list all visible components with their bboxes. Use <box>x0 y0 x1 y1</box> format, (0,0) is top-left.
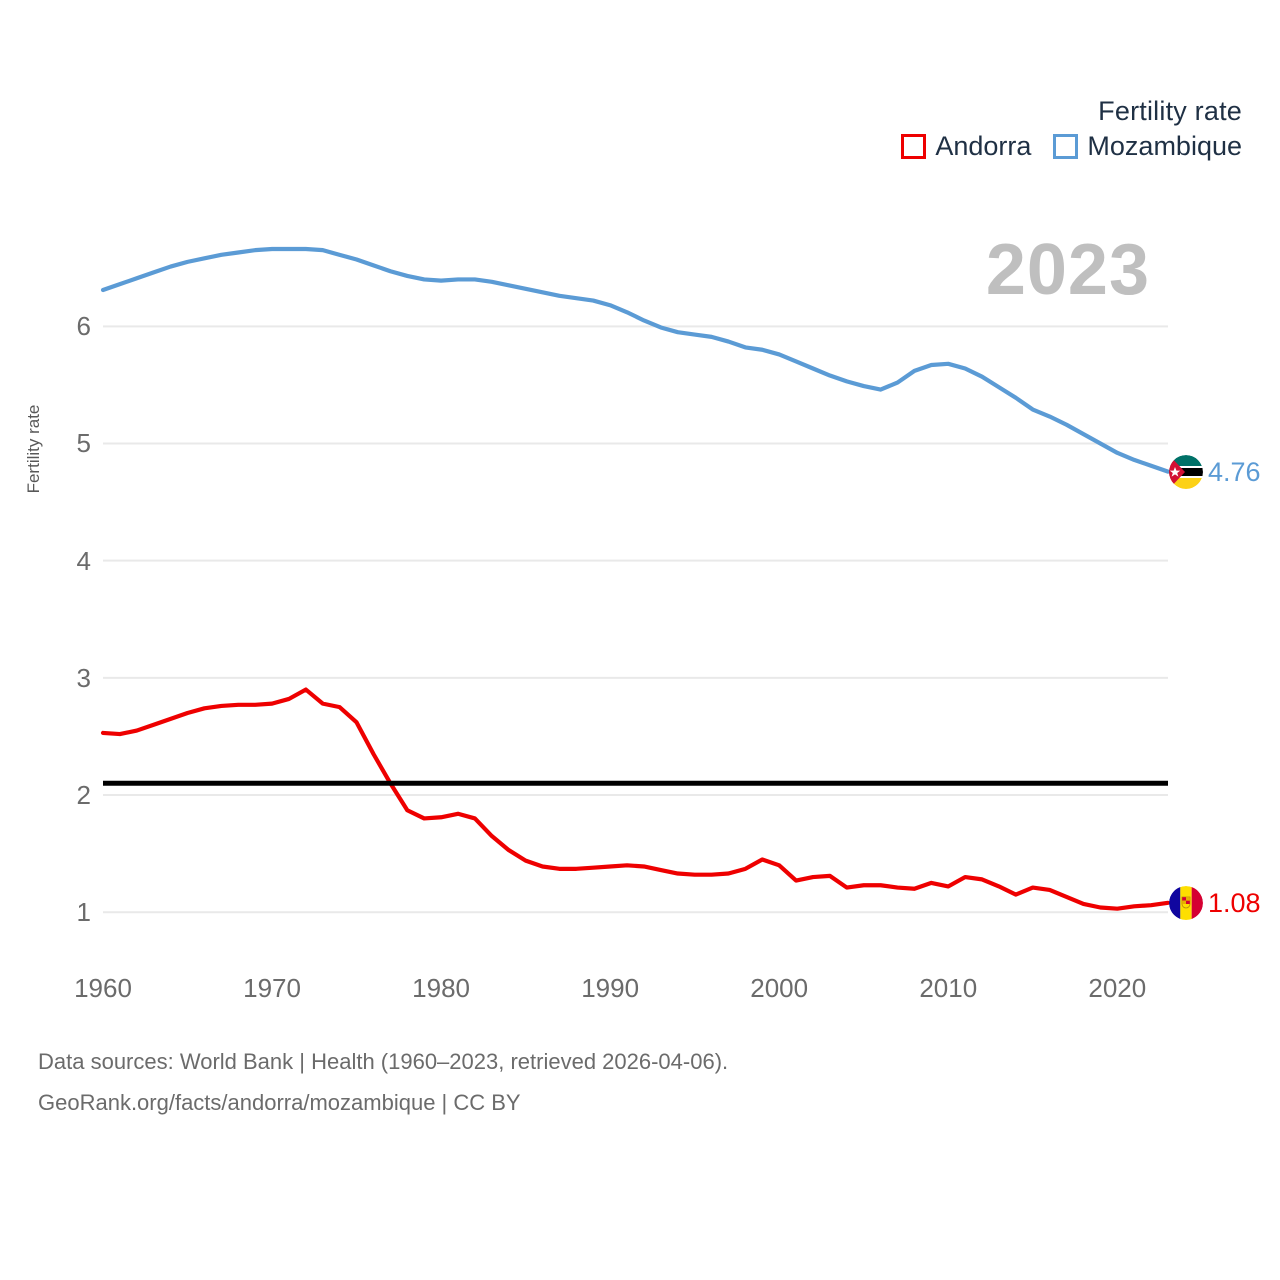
series-line-andorra <box>100 687 1171 911</box>
x-tick-label: 2010 <box>919 973 978 1003</box>
legend-label: Andorra <box>935 131 1032 162</box>
legend-item-andorra[interactable]: Andorra <box>901 133 1031 160</box>
y-tick-label: 6 <box>76 311 91 342</box>
legend-items: Andorra Mozambique <box>901 133 1242 160</box>
x-tick-label: 1990 <box>581 973 640 1003</box>
end-value-andorra: 1.08 <box>1208 887 1261 918</box>
x-tick-label: 2000 <box>750 973 809 1003</box>
legend-item-mozambique[interactable]: Mozambique <box>1053 133 1242 160</box>
y-axis-title: Fertility rate <box>24 404 43 494</box>
y-tick-label: 5 <box>76 428 91 459</box>
x-tick-label: 1960 <box>74 973 132 1003</box>
y-tick-label: 4 <box>76 545 91 576</box>
y-tick-label: 2 <box>76 780 91 811</box>
x-tick-label: 1970 <box>243 973 301 1003</box>
year-watermark: 2023 <box>985 230 1150 310</box>
x-tick-label: 2020 <box>1088 973 1147 1003</box>
y-tick-label: 1 <box>76 897 91 928</box>
footer-line-sources: Data sources: World Bank | Health (1960–… <box>38 1049 729 1074</box>
mozambique-flag-icon <box>1169 454 1203 489</box>
legend-title: Fertility rate <box>1098 96 1242 126</box>
x-tick-label: 1980 <box>412 973 471 1003</box>
end-value-mozambique: 4.76 <box>1208 456 1261 487</box>
series-line-mozambique <box>100 246 1171 474</box>
andorra-flag-icon <box>1169 885 1203 920</box>
legend-swatch-mozambique <box>1053 134 1079 160</box>
y-tick-label: 3 <box>76 662 91 693</box>
chart-legend: Fertility rate Andorra Mozambique <box>901 96 1242 160</box>
footer-line-attribution: GeoRank.org/facts/andorra/mozambique | C… <box>38 1089 521 1115</box>
legend-swatch-andorra <box>901 134 927 160</box>
legend-label: Mozambique <box>1087 131 1242 162</box>
chart-footer: Data sources: World Bank | Health (1960–… <box>38 1042 728 1123</box>
